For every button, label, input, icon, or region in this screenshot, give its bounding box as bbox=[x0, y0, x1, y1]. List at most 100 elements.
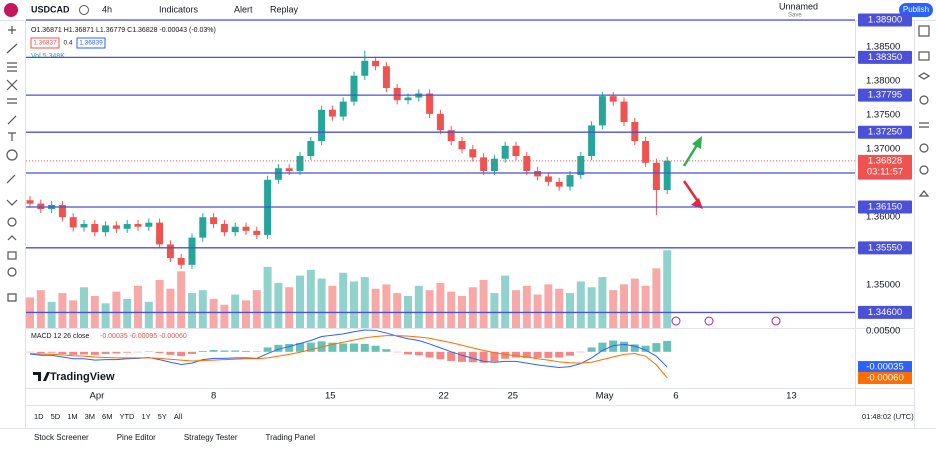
volume-bar bbox=[285, 287, 293, 328]
bottom-tab[interactable]: Trading Panel bbox=[266, 433, 316, 442]
volume-bar bbox=[112, 292, 120, 328]
macd-histogram-bar bbox=[350, 344, 358, 352]
macd-histogram-bar bbox=[80, 352, 88, 355]
volume-bar bbox=[145, 302, 153, 328]
signal-last-label: -0.00060 bbox=[866, 372, 904, 383]
macd-histogram-bar bbox=[458, 352, 466, 362]
volume-bar bbox=[264, 267, 272, 328]
macd-histogram-bar bbox=[436, 352, 444, 359]
candle-body bbox=[642, 141, 649, 163]
bid[interactable]: 1.36837 bbox=[33, 40, 57, 47]
bottom-tab[interactable]: Strategy Tester bbox=[184, 433, 238, 442]
y-tick-label: 1.35000 bbox=[866, 280, 900, 291]
macd-histogram-bar bbox=[415, 352, 423, 355]
volume-bar bbox=[199, 290, 207, 328]
range-button[interactable]: 1M bbox=[67, 412, 77, 421]
range-button[interactable]: 5Y bbox=[158, 412, 167, 421]
candle-body bbox=[275, 168, 282, 180]
candle-body bbox=[329, 110, 336, 117]
macd-histogram-bar bbox=[188, 352, 196, 354]
logo: TradingView bbox=[50, 371, 115, 383]
volume-bar bbox=[382, 284, 390, 328]
countdown: 03:11:57 bbox=[867, 166, 903, 177]
macd-histogram-bar bbox=[112, 352, 120, 354]
save[interactable]: Save bbox=[788, 13, 802, 19]
candle-body bbox=[27, 200, 34, 203]
macd-histogram-bar bbox=[426, 352, 434, 358]
volume-bar bbox=[577, 281, 585, 328]
macd-histogram-bar bbox=[555, 352, 563, 358]
macd-histogram-bar bbox=[264, 347, 272, 351]
volume-bar bbox=[102, 303, 110, 328]
range-button[interactable]: 6M bbox=[102, 412, 112, 421]
candle-body bbox=[297, 156, 304, 171]
range-button[interactable]: 1Y bbox=[141, 412, 150, 421]
volume-bar bbox=[361, 277, 369, 328]
volume-bar bbox=[609, 290, 617, 328]
candle-body bbox=[70, 217, 77, 227]
macd-histogram-bar bbox=[663, 341, 671, 352]
symbol[interactable]: USDCAD bbox=[31, 4, 70, 14]
y-tick-label: 1.37500 bbox=[866, 110, 900, 121]
volume-bar bbox=[307, 270, 315, 328]
x-tick-label: 15 bbox=[325, 391, 336, 402]
candle-body bbox=[523, 156, 530, 171]
macd-histogram-bar bbox=[48, 352, 56, 353]
candle-body bbox=[459, 141, 466, 149]
candle-body bbox=[502, 146, 509, 159]
volume-bar bbox=[296, 276, 304, 328]
ask[interactable]: 1.36839 bbox=[79, 40, 103, 47]
macd-histogram-bar bbox=[210, 350, 218, 352]
candle-body bbox=[534, 171, 541, 176]
replay[interactable]: Replay bbox=[270, 4, 299, 14]
candle-body bbox=[189, 238, 196, 265]
range-button[interactable]: 1D bbox=[34, 412, 44, 421]
range-button[interactable]: 3M bbox=[85, 412, 95, 421]
range-button[interactable]: YTD bbox=[119, 412, 135, 421]
publish[interactable]: Publish bbox=[903, 5, 929, 14]
avatar[interactable] bbox=[4, 3, 18, 17]
volume-bar bbox=[156, 280, 164, 328]
bottom-tab[interactable]: Stock Screener bbox=[34, 433, 89, 442]
macd-histogram-bar bbox=[588, 347, 596, 351]
bottom-tab[interactable]: Pine Editor bbox=[117, 433, 156, 442]
macd-histogram-bar bbox=[620, 342, 628, 352]
indicators[interactable]: Indicators bbox=[159, 4, 199, 14]
x-tick-label: 22 bbox=[438, 391, 449, 402]
macd-histogram-bar bbox=[566, 352, 574, 356]
macd-axis-label: 0.00500 bbox=[866, 326, 900, 337]
macd-histogram-bar bbox=[512, 352, 520, 358]
volume-bar bbox=[188, 293, 196, 328]
volume-bar bbox=[58, 293, 66, 328]
candle-body bbox=[653, 163, 660, 190]
candle-body bbox=[621, 102, 628, 122]
candle-body bbox=[135, 224, 142, 227]
candle-body bbox=[221, 224, 228, 232]
macd-histogram-bar bbox=[652, 343, 660, 352]
macd-histogram-bar bbox=[242, 351, 250, 352]
interval[interactable]: 4h bbox=[102, 4, 112, 14]
candle-body bbox=[405, 98, 412, 101]
layout-name[interactable]: Unnamed bbox=[779, 1, 818, 11]
candle-body bbox=[361, 61, 368, 76]
volume-bar bbox=[415, 286, 423, 328]
x-tick-label: 25 bbox=[507, 391, 518, 402]
volume-bar bbox=[350, 281, 358, 328]
range-button[interactable]: 5D bbox=[51, 412, 61, 421]
candle-body bbox=[545, 176, 552, 181]
last-price-label: 1.36828 bbox=[868, 155, 902, 166]
candle-body bbox=[567, 175, 574, 187]
candle-body bbox=[469, 149, 476, 157]
candle-body bbox=[631, 122, 638, 141]
range-button[interactable]: All bbox=[174, 412, 183, 421]
alert[interactable]: Alert bbox=[234, 4, 253, 14]
candle-body bbox=[232, 227, 239, 232]
volume-bar bbox=[426, 290, 434, 328]
x-tick-label: 13 bbox=[786, 391, 797, 402]
candle-body bbox=[372, 61, 379, 66]
candle-body bbox=[383, 66, 390, 88]
volume-bar bbox=[123, 299, 131, 328]
macd-histogram-bar bbox=[231, 350, 239, 351]
candle-body bbox=[318, 110, 325, 141]
